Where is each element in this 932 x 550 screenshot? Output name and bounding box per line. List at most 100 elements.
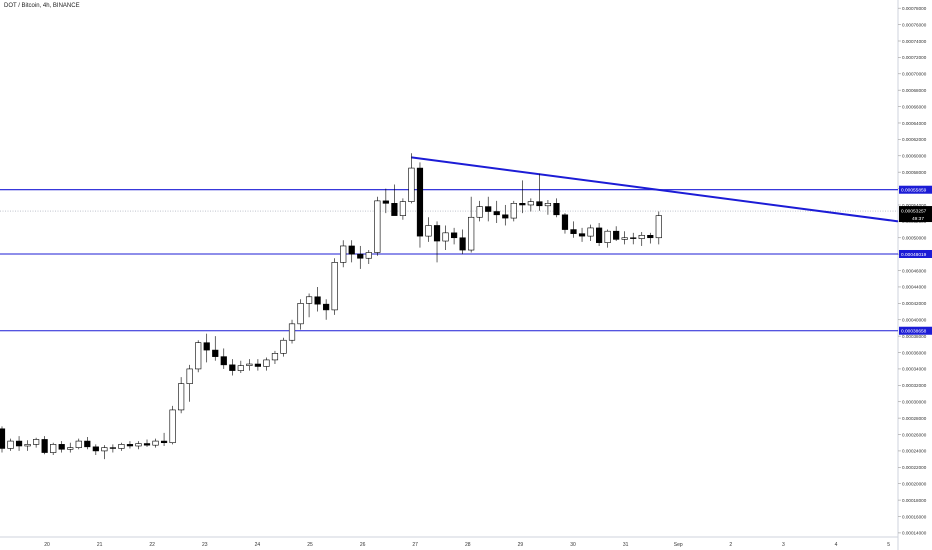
time-tick-label: 26: [360, 542, 366, 548]
time-tick-label: 28: [465, 542, 471, 548]
time-tick-label: 20: [44, 542, 50, 548]
candle-body: [468, 216, 475, 251]
candle-body: [425, 225, 432, 237]
candle-body: [237, 365, 244, 371]
candle-body: [655, 215, 662, 239]
candle-body: [203, 342, 210, 351]
candle-body: [212, 349, 219, 357]
candle-body: [246, 363, 253, 366]
candle-body: [50, 444, 57, 453]
price-tick-label: 0.00044000: [902, 285, 927, 290]
candle-body: [178, 383, 185, 411]
candle-body: [561, 214, 569, 230]
price-tick-label: 0.00058000: [902, 170, 927, 175]
price-tick-label: 0.00076000: [902, 22, 927, 27]
candle-body: [450, 232, 458, 239]
candle-body: [408, 167, 415, 202]
candle-body: [67, 447, 74, 450]
time-tick-label: 4: [835, 542, 838, 548]
price-tick-label: 0.00074000: [902, 39, 927, 44]
time-tick-label: 29: [518, 542, 524, 548]
price-tick-label: 0.00034000: [902, 367, 927, 372]
candle-body: [84, 440, 91, 448]
candle-body: [160, 440, 168, 444]
candle-body: [459, 237, 466, 251]
candle-body: [220, 356, 227, 366]
candle-body: [595, 227, 603, 243]
price-tick-label: 0.00050000: [902, 236, 927, 241]
candle-body: [476, 206, 483, 218]
candle-body: [570, 229, 577, 234]
candle-body: [305, 296, 313, 304]
candle-body: [365, 252, 372, 259]
candle-body: [348, 245, 355, 255]
candle-body: [357, 253, 364, 259]
last-price-label: 0.00053257: [901, 208, 927, 214]
price-tick-label: 0.00032000: [902, 383, 927, 388]
time-tick-label: Sep: [674, 542, 683, 548]
candle-body: [502, 214, 509, 219]
candle-body: [195, 342, 202, 370]
price-tick-label: 0.00042000: [902, 301, 927, 306]
price-tick-label: 0.00046000: [902, 268, 927, 273]
candle-body: [169, 409, 176, 444]
price-tick-label: 0.00018000: [902, 498, 927, 503]
price-tick-label: 0.00054000: [902, 203, 927, 208]
candle-body: [58, 444, 65, 450]
price-tick-label: 0.00072000: [902, 55, 927, 60]
candle-body: [7, 440, 14, 449]
price-tick-label: 0.00070000: [902, 72, 927, 77]
candle-body: [553, 203, 560, 216]
price-tick-label: 0.00016000: [902, 514, 927, 519]
candle-body: [92, 446, 99, 452]
candle-body: [442, 232, 449, 242]
candle-body: [75, 440, 82, 448]
candle-body: [135, 443, 142, 447]
candle-body: [630, 237, 637, 239]
time-tick-label: 3: [782, 542, 785, 548]
time-tick-label: 31: [623, 542, 629, 548]
candle-body: [0, 428, 6, 449]
price-tick-label: 0.00014000: [902, 531, 927, 536]
time-tick-label: 21: [97, 542, 103, 548]
candle-body: [229, 364, 236, 371]
candle-body: [118, 444, 125, 449]
candle-body: [314, 296, 321, 305]
level-price-label: 0.00038658: [901, 329, 927, 335]
candle-body: [493, 211, 500, 216]
level-price-label: 0.00048019: [901, 252, 927, 258]
candle-body: [374, 200, 381, 253]
candle-body: [280, 339, 287, 354]
price-tick-label: 0.00040000: [902, 318, 927, 323]
candle-body: [297, 303, 304, 325]
time-tick-label: 25: [307, 542, 313, 548]
price-tick-label: 0.00078000: [902, 6, 927, 11]
time-tick-label: 2: [729, 542, 732, 548]
candle-body: [587, 227, 594, 237]
level-price-label-box: [899, 249, 932, 258]
price-tick-label: 0.00026000: [902, 432, 927, 437]
candle-body: [382, 200, 389, 204]
price-tick-label: 0.00038000: [902, 334, 927, 339]
chart-symbol-title: DOT / Bitcoin, 4h, BINANCE: [4, 3, 80, 9]
candle-body: [254, 363, 262, 367]
candle-body: [527, 201, 534, 206]
candle-body: [391, 203, 398, 216]
candle-body: [578, 233, 586, 237]
time-tick-label: 23: [202, 542, 208, 548]
candle-body: [126, 444, 134, 447]
candle-body: [101, 447, 108, 452]
candle-body: [331, 262, 338, 311]
time-tick-label: 22: [149, 542, 155, 548]
candle-body: [323, 303, 330, 311]
price-tick-label: 0.00028000: [902, 416, 927, 421]
candle-body: [510, 203, 517, 219]
candle-body: [263, 359, 270, 367]
price-tick-label: 0.00036000: [902, 350, 927, 355]
candle-body: [536, 201, 543, 207]
candle-body: [186, 368, 193, 384]
price-tick-label: 0.00022000: [902, 465, 927, 470]
price-tick-label: 0.00066000: [902, 104, 927, 109]
candle-body: [638, 234, 645, 239]
